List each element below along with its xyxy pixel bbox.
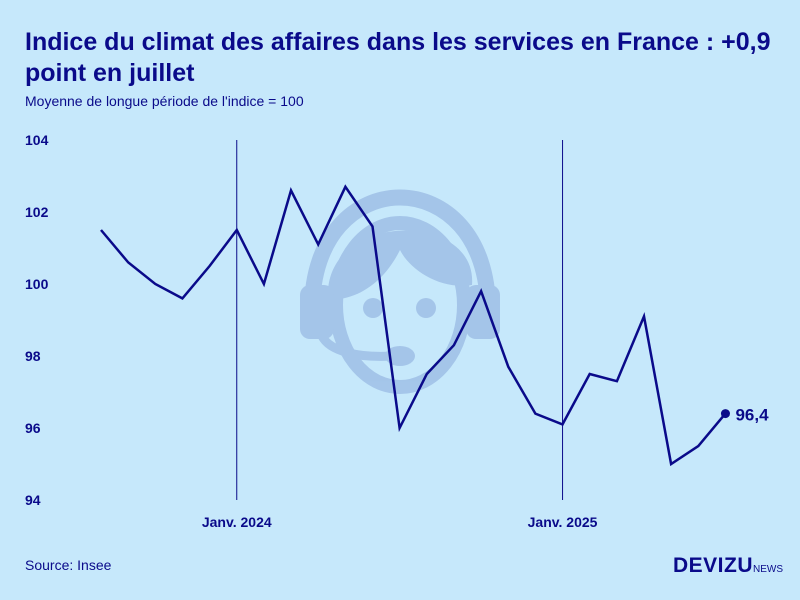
source-note: Source: Insee xyxy=(25,557,112,573)
y-tick-label: 94 xyxy=(25,492,41,508)
y-tick-label: 104 xyxy=(25,132,49,148)
series-line xyxy=(100,184,727,467)
last-point-marker xyxy=(720,409,730,419)
logo-subtext: NEWS xyxy=(753,564,784,575)
y-tick-label: 96 xyxy=(25,420,41,436)
y-tick-label: 98 xyxy=(25,348,41,364)
last-value-label: 96,4 xyxy=(735,406,769,425)
y-tick-label: 102 xyxy=(25,204,49,220)
brand-logo: DEVIZUNEWS xyxy=(673,554,783,578)
headset-customer-service-icon xyxy=(300,189,500,394)
chart-subtitle: Moyenne de longue période de l'indice = … xyxy=(25,93,304,109)
logo-text: DEVIZU xyxy=(673,554,754,577)
chart-title: Indice du climat des affaires dans les s… xyxy=(25,28,771,87)
x-tick-label: Janv. 2024 xyxy=(202,514,272,530)
x-tick-label: Janv. 2025 xyxy=(528,514,598,530)
y-tick-label: 100 xyxy=(25,276,49,292)
